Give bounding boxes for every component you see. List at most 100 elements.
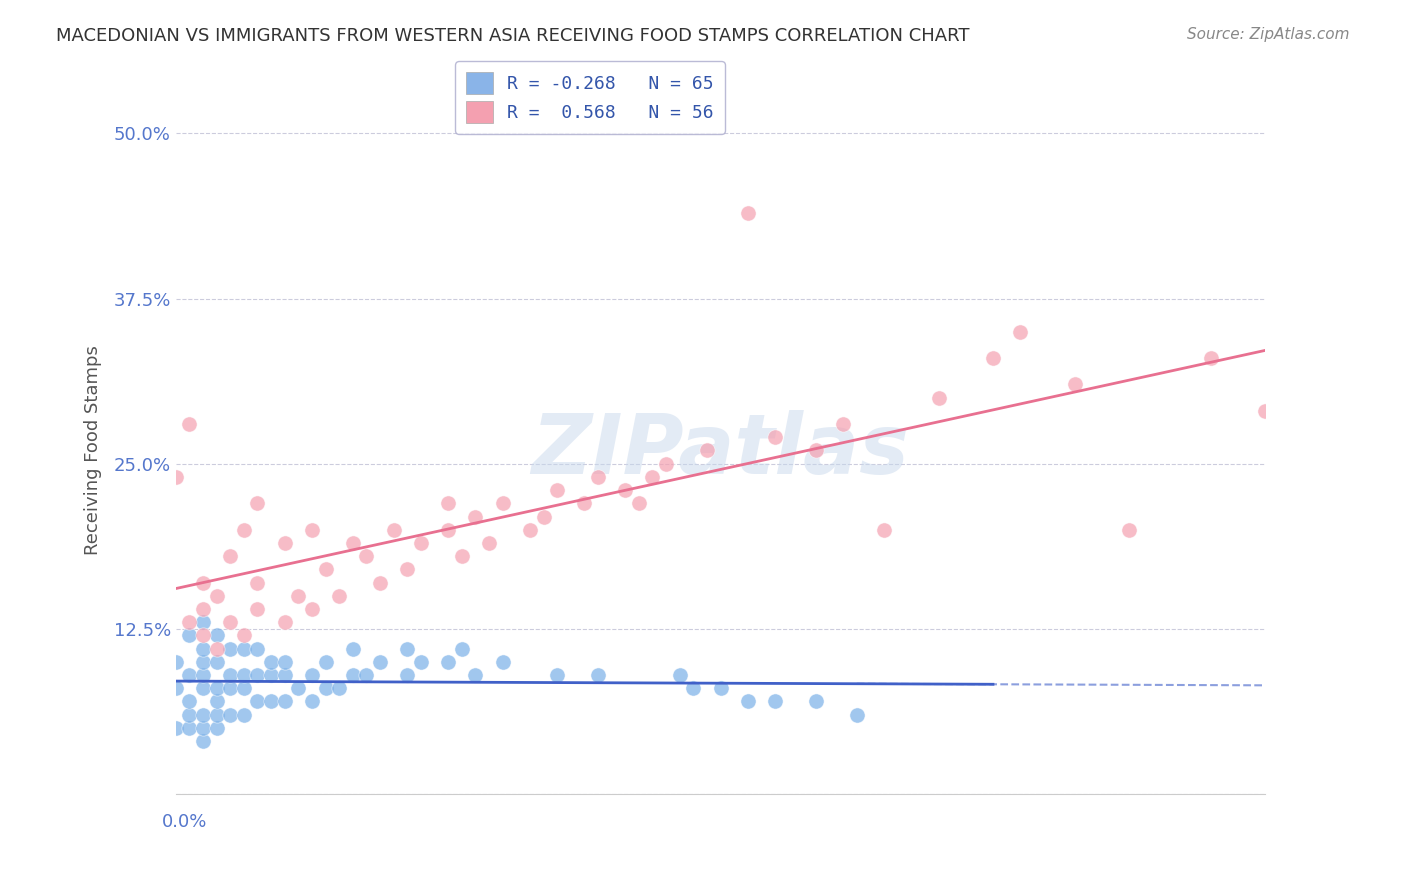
Point [205,641,228,656]
Point [179,668,201,682]
Point [668,668,690,682]
Point [191,575,214,590]
Point [641,470,664,484]
Point [287,589,309,603]
Point [437,655,460,669]
Point [191,628,214,642]
Point [586,668,609,682]
Point [191,681,214,696]
Point [492,496,515,510]
Text: ZIPatlas: ZIPatlas [531,410,910,491]
Point [274,655,297,669]
Point [342,668,364,682]
Point [179,615,201,630]
Point [342,536,364,550]
Point [232,523,254,537]
Point [219,641,242,656]
Point [274,536,297,550]
Point [246,694,269,708]
Point [492,655,515,669]
Point [328,681,350,696]
Point [246,641,269,656]
Point [478,536,501,550]
Text: Source: ZipAtlas.com: Source: ZipAtlas.com [1187,27,1350,42]
Point [342,641,364,656]
Point [287,681,309,696]
Point [179,721,201,735]
Point [315,655,337,669]
Point [382,523,405,537]
Point [165,470,187,484]
Point [368,655,391,669]
Point [586,470,609,484]
Point [205,721,228,735]
Point [191,615,214,630]
Point [246,602,269,616]
Point [246,575,269,590]
Point [1010,325,1032,339]
Point [301,668,323,682]
Point [546,668,568,682]
Point [205,589,228,603]
Point [396,668,419,682]
Point [301,523,323,537]
Point [246,668,269,682]
Point [519,523,541,537]
Point [179,628,201,642]
Point [737,205,759,219]
Point [315,562,337,576]
Point [191,668,214,682]
Point [219,668,242,682]
Point [928,391,950,405]
Point [546,483,568,497]
Point [260,655,283,669]
Text: 0.0%: 0.0% [162,814,208,831]
Point [873,523,896,537]
Point [1199,351,1222,365]
Point [274,694,297,708]
Point [191,641,214,656]
Point [219,707,242,722]
Point [356,549,378,563]
Point [832,417,855,431]
Point [356,668,378,682]
Point [763,694,786,708]
Point [574,496,596,510]
Point [232,707,254,722]
Point [464,509,486,524]
Point [396,641,419,656]
Point [1254,404,1277,418]
Point [368,575,391,590]
Point [627,496,650,510]
Point [165,681,187,696]
Point [450,641,472,656]
Point [191,734,214,748]
Point [205,707,228,722]
Point [179,707,201,722]
Point [1063,377,1085,392]
Point [165,721,187,735]
Point [232,668,254,682]
Point [260,694,283,708]
Text: MACEDONIAN VS IMMIGRANTS FROM WESTERN ASIA RECEIVING FOOD STAMPS CORRELATION CHA: MACEDONIAN VS IMMIGRANTS FROM WESTERN AS… [56,27,970,45]
Legend: R = -0.268   N = 65, R =  0.568   N = 56: R = -0.268 N = 65, R = 0.568 N = 56 [456,62,724,134]
Point [205,694,228,708]
Point [328,589,350,603]
Point [301,602,323,616]
Point [981,351,1004,365]
Point [315,681,337,696]
Point [1118,523,1140,537]
Point [205,681,228,696]
Point [464,668,486,682]
Point [179,694,201,708]
Point [205,628,228,642]
Point [409,536,432,550]
Point [246,496,269,510]
Point [614,483,637,497]
Point [533,509,555,524]
Point [219,615,242,630]
Point [396,562,419,576]
Point [191,707,214,722]
Point [232,681,254,696]
Point [804,694,827,708]
